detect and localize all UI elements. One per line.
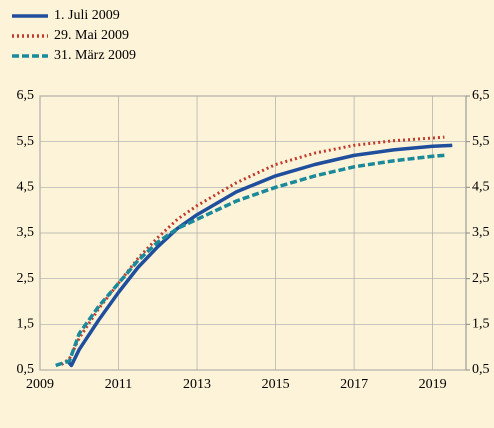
legend-label: 31. März 2009 xyxy=(54,48,136,63)
x-tick-label: 2009 xyxy=(26,377,54,392)
y2-tick-label: 6,5 xyxy=(472,88,490,103)
x-tick-label: 2017 xyxy=(340,377,368,392)
series-line xyxy=(60,135,445,366)
legend-label: 1. Juli 2009 xyxy=(54,8,120,23)
y-tick-label: 1,5 xyxy=(17,317,35,332)
x-tick-label: 2013 xyxy=(183,377,211,392)
y-tick-label: 0,5 xyxy=(17,362,35,377)
y2-tick-label: 5,5 xyxy=(472,134,490,149)
y-tick-label: 5,5 xyxy=(17,134,35,149)
y2-tick-label: 2,5 xyxy=(472,271,490,286)
y2-tick-label: 4,5 xyxy=(472,180,490,195)
y-tick-label: 2,5 xyxy=(17,271,35,286)
series-line xyxy=(55,153,445,368)
y2-tick-label: 0,5 xyxy=(472,362,490,377)
x-tick-label: 2015 xyxy=(262,377,290,392)
legend-label: 29. Mai 2009 xyxy=(54,28,129,43)
y2-tick-label: 3,5 xyxy=(472,225,490,240)
y-tick-label: 3,5 xyxy=(17,225,35,240)
series-line xyxy=(66,143,453,368)
y-tick-label: 4,5 xyxy=(17,180,35,195)
y-tick-label: 6,5 xyxy=(17,88,35,103)
y2-tick-label: 1,5 xyxy=(472,317,490,332)
x-tick-label: 2011 xyxy=(105,377,132,392)
x-tick-label: 2019 xyxy=(419,377,447,392)
